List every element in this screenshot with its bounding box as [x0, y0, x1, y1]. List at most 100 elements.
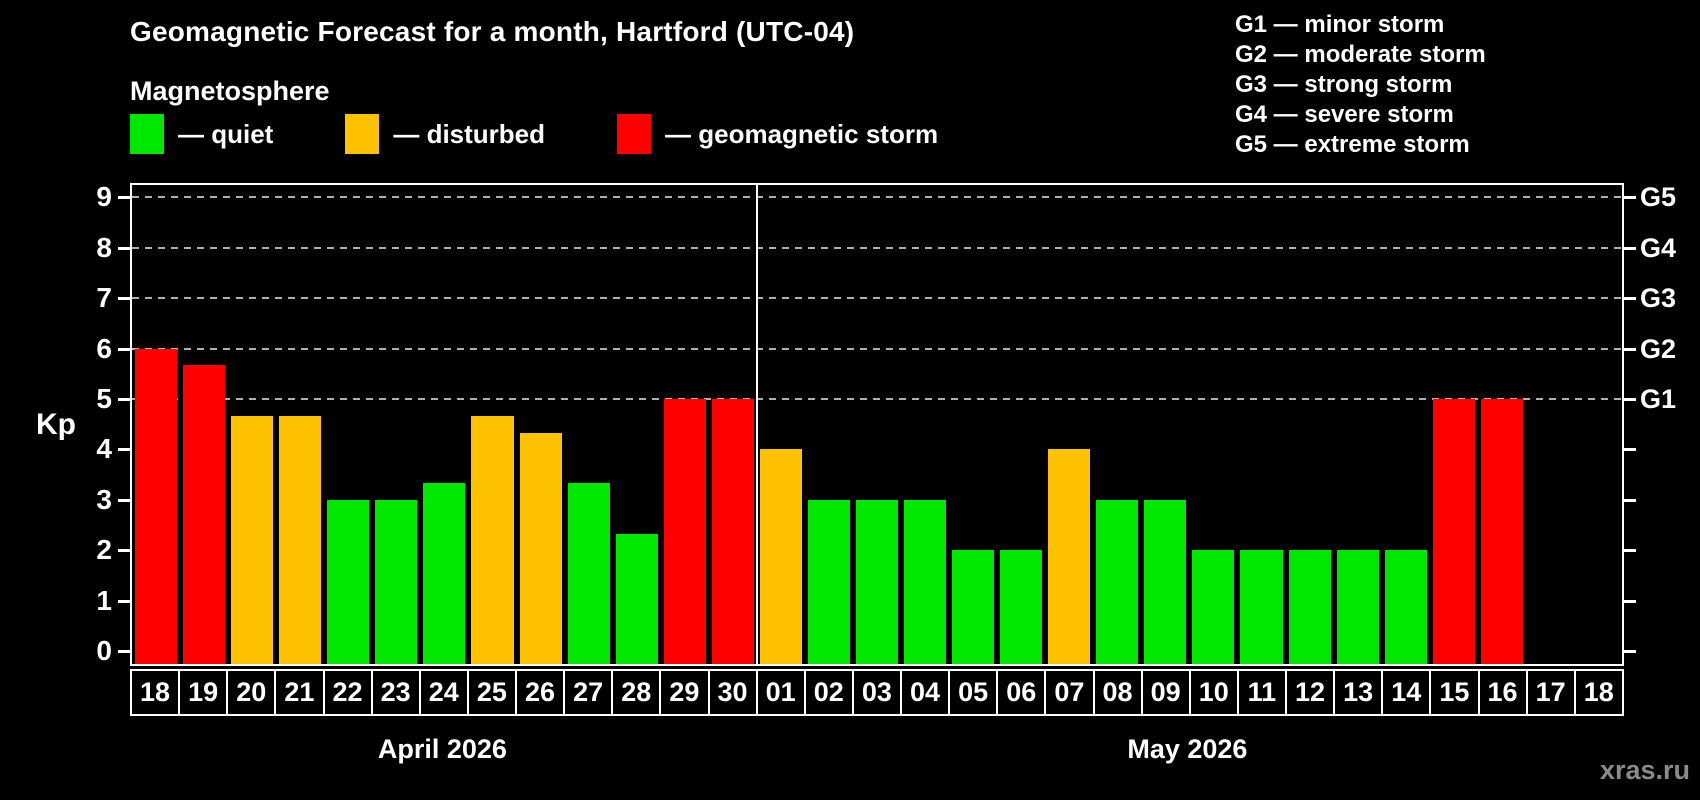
day-box-07: 07	[1044, 669, 1095, 716]
day-box-01: 01	[755, 669, 806, 716]
kp-bar-day-27	[567, 483, 610, 664]
y-tick-label-6: 6	[96, 332, 112, 364]
watermark: xras.ru	[1599, 755, 1690, 785]
magnetosphere-label: Magnetosphere	[130, 76, 330, 106]
day-box-25: 25	[466, 669, 517, 716]
y-tick-label-2: 2	[96, 534, 112, 566]
plot-area	[130, 183, 1624, 666]
kp-bar-day-07	[1048, 449, 1091, 664]
kp-bar-day-24	[423, 483, 466, 664]
day-box-20: 20	[226, 669, 277, 716]
kp-bar-day-25	[471, 415, 514, 664]
y-tick-label-1: 1	[96, 584, 112, 616]
status-legend: — quiet — disturbed — geomagnetic storm	[130, 114, 938, 154]
y-tick-right-6	[1624, 347, 1636, 351]
day-box-16: 16	[1477, 669, 1528, 716]
kp-bar-day-29	[663, 399, 706, 664]
g-legend-line-1: G1 — minor storm	[1235, 11, 1445, 38]
kp-bar-day-14	[1384, 550, 1427, 664]
day-box-26: 26	[515, 669, 566, 716]
kp-bar-day-23	[375, 499, 418, 664]
legend-label-quiet: — quiet	[178, 118, 274, 149]
legend-item-disturbed: — disturbed	[345, 114, 545, 154]
day-box-05: 05	[948, 669, 999, 716]
g-legend-line-3: G3 — strong storm	[1235, 71, 1453, 98]
day-box-27: 27	[563, 669, 614, 716]
kp-bar-day-20	[231, 415, 274, 664]
kp-bar-day-19	[183, 365, 226, 664]
y-tick-left-2	[118, 549, 130, 553]
day-box-30: 30	[707, 669, 758, 716]
kp-bar-day-16	[1480, 399, 1523, 664]
kp-bar-day-12	[1288, 550, 1331, 664]
day-box-11: 11	[1236, 669, 1287, 716]
gridline-kp7	[132, 297, 1622, 300]
y-tick-label-9: 9	[96, 181, 112, 213]
gridline-kp9	[132, 196, 1622, 199]
day-box-28: 28	[611, 669, 662, 716]
y-tick-label-3: 3	[96, 483, 112, 515]
gridline-kp5	[132, 398, 1622, 400]
day-box-06: 06	[996, 669, 1047, 716]
day-box-15: 15	[1429, 669, 1480, 716]
y-tick-right-9	[1624, 196, 1636, 200]
kp-bar-day-21	[279, 415, 322, 664]
y-tick-label-8: 8	[96, 231, 112, 263]
chart-title: Geomagnetic Forecast for a month, Hartfo…	[130, 16, 855, 47]
day-box-03: 03	[851, 669, 902, 716]
kp-bar-day-02	[807, 499, 850, 664]
y-tick-left-3	[118, 498, 130, 502]
day-box-23: 23	[370, 669, 421, 716]
kp-bar-day-30	[711, 399, 754, 664]
gridline-kp6	[132, 347, 1622, 350]
day-box-18: 18	[130, 669, 181, 716]
kp-bar-day-22	[327, 499, 370, 664]
legend-label-storm: — geomagnetic storm	[665, 118, 939, 149]
legend-label-disturbed: — disturbed	[393, 118, 546, 149]
day-box-29: 29	[659, 669, 710, 716]
g-label-G3: G3	[1640, 283, 1677, 314]
y-tick-label-4: 4	[96, 433, 112, 465]
y-tick-left-8	[118, 246, 130, 250]
legend-swatch-storm-icon	[617, 114, 652, 154]
legend-swatch-quiet-icon	[130, 114, 164, 154]
y-tick-left-6	[118, 347, 130, 351]
kp-bar-day-08	[1096, 499, 1139, 664]
y-tick-right-5	[1624, 398, 1636, 401]
y-tick-left-0	[118, 650, 130, 653]
day-box-22: 22	[322, 669, 373, 716]
y-tick-right-4	[1624, 448, 1636, 452]
day-box-13: 13	[1333, 669, 1384, 716]
day-box-18: 18	[1573, 669, 1624, 716]
legend-swatch-disturbed-icon	[345, 114, 380, 154]
g-label-G4: G4	[1640, 232, 1677, 263]
kp-bar-day-28	[615, 533, 658, 664]
day-box-08: 08	[1092, 669, 1143, 716]
y-tick-right-0	[1624, 650, 1636, 653]
y-tick-label-0: 0	[96, 635, 112, 666]
y-tick-right-8	[1624, 246, 1636, 250]
y-axis-title: Kp	[36, 408, 76, 441]
kp-bar-day-05	[952, 550, 995, 664]
day-box-19: 19	[178, 669, 229, 716]
kp-bar-day-06	[1000, 550, 1043, 664]
day-box-21: 21	[274, 669, 325, 716]
y-tick-label-5: 5	[96, 383, 112, 414]
kp-bar-day-10	[1192, 550, 1235, 664]
g-scale-legend: G1 — minor storm G2 — moderate storm G3 — …	[1235, 10, 1486, 160]
month-label-1: May 2026	[1127, 734, 1248, 764]
g-label-G2: G2	[1640, 333, 1677, 364]
kp-bar-day-03	[855, 499, 899, 664]
g-legend-line-4: G4 — severe storm	[1235, 101, 1454, 128]
y-tick-left-1	[118, 599, 130, 603]
kp-bar-day-09	[1144, 499, 1187, 664]
month-separator	[755, 185, 758, 664]
day-axis: 18 19 20 21 22 23 24 25 26 27 28 29 30 01 02 03 04 05 06 07…	[130, 669, 1624, 716]
g-label-G1: G1	[1640, 384, 1677, 414]
y-tick-left-5	[118, 398, 130, 401]
day-box-17: 17	[1525, 669, 1576, 716]
kp-bar-day-15	[1432, 399, 1475, 664]
kp-bar-day-04	[904, 499, 947, 664]
day-box-10: 10	[1188, 669, 1239, 716]
